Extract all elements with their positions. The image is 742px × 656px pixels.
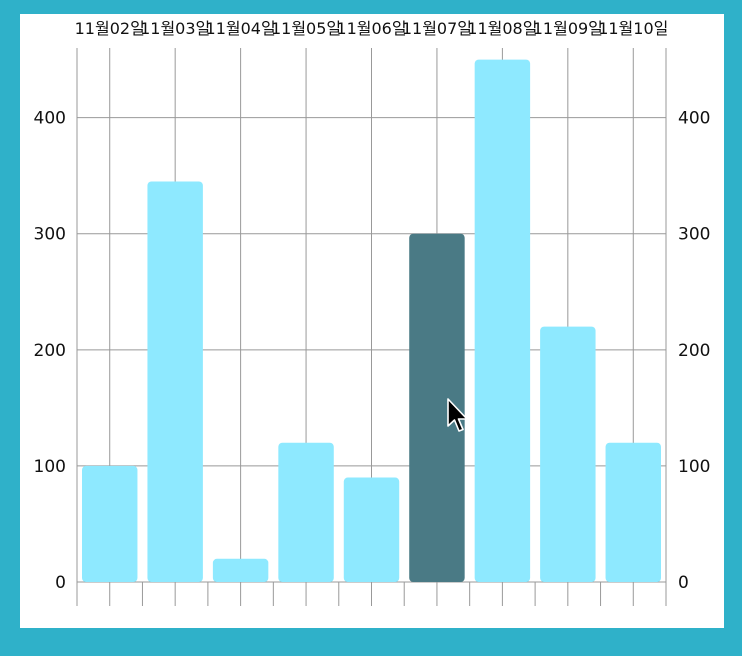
bar [278, 442, 334, 582]
x-tick-label: 11월05일 [271, 19, 341, 38]
y-tick-label-right: 100 [678, 457, 710, 477]
bar [540, 326, 596, 582]
bar [474, 59, 531, 582]
y-tick-label-left: 0 [55, 573, 66, 593]
y-tick-label-left: 100 [34, 457, 66, 477]
x-tick-label: 11월03일 [140, 19, 210, 38]
y-tick-label-left: 200 [34, 341, 66, 361]
bar-selected [409, 233, 465, 582]
chart-panel: 0 0 100 100 200 200 300 300 400 400 11월02일 11월03일 11… [20, 14, 724, 628]
y-tick-label-right: 400 [678, 109, 710, 129]
x-tick-label: 11월02일 [75, 19, 145, 38]
y-tick-label-left: 400 [34, 109, 66, 129]
bar [343, 477, 400, 582]
y-tick-label-right: 300 [678, 225, 710, 245]
x-tick-label: 11월10일 [598, 19, 668, 38]
y-tick-label-right: 200 [678, 341, 710, 361]
x-tick-label: 11월09일 [533, 19, 603, 38]
y-tick-label-right: 0 [678, 573, 689, 593]
x-tick-label: 11월07일 [402, 19, 472, 38]
x-tick-label: 11월04일 [206, 19, 276, 38]
y-tick-label-left: 300 [34, 225, 66, 245]
bar [212, 558, 269, 582]
x-tick-label: 11월08일 [467, 19, 537, 38]
x-tick-label: 11월06일 [336, 19, 406, 38]
arrow-cursor-icon [447, 398, 468, 432]
bar [147, 181, 203, 582]
bar [605, 442, 661, 582]
bar [82, 465, 138, 582]
